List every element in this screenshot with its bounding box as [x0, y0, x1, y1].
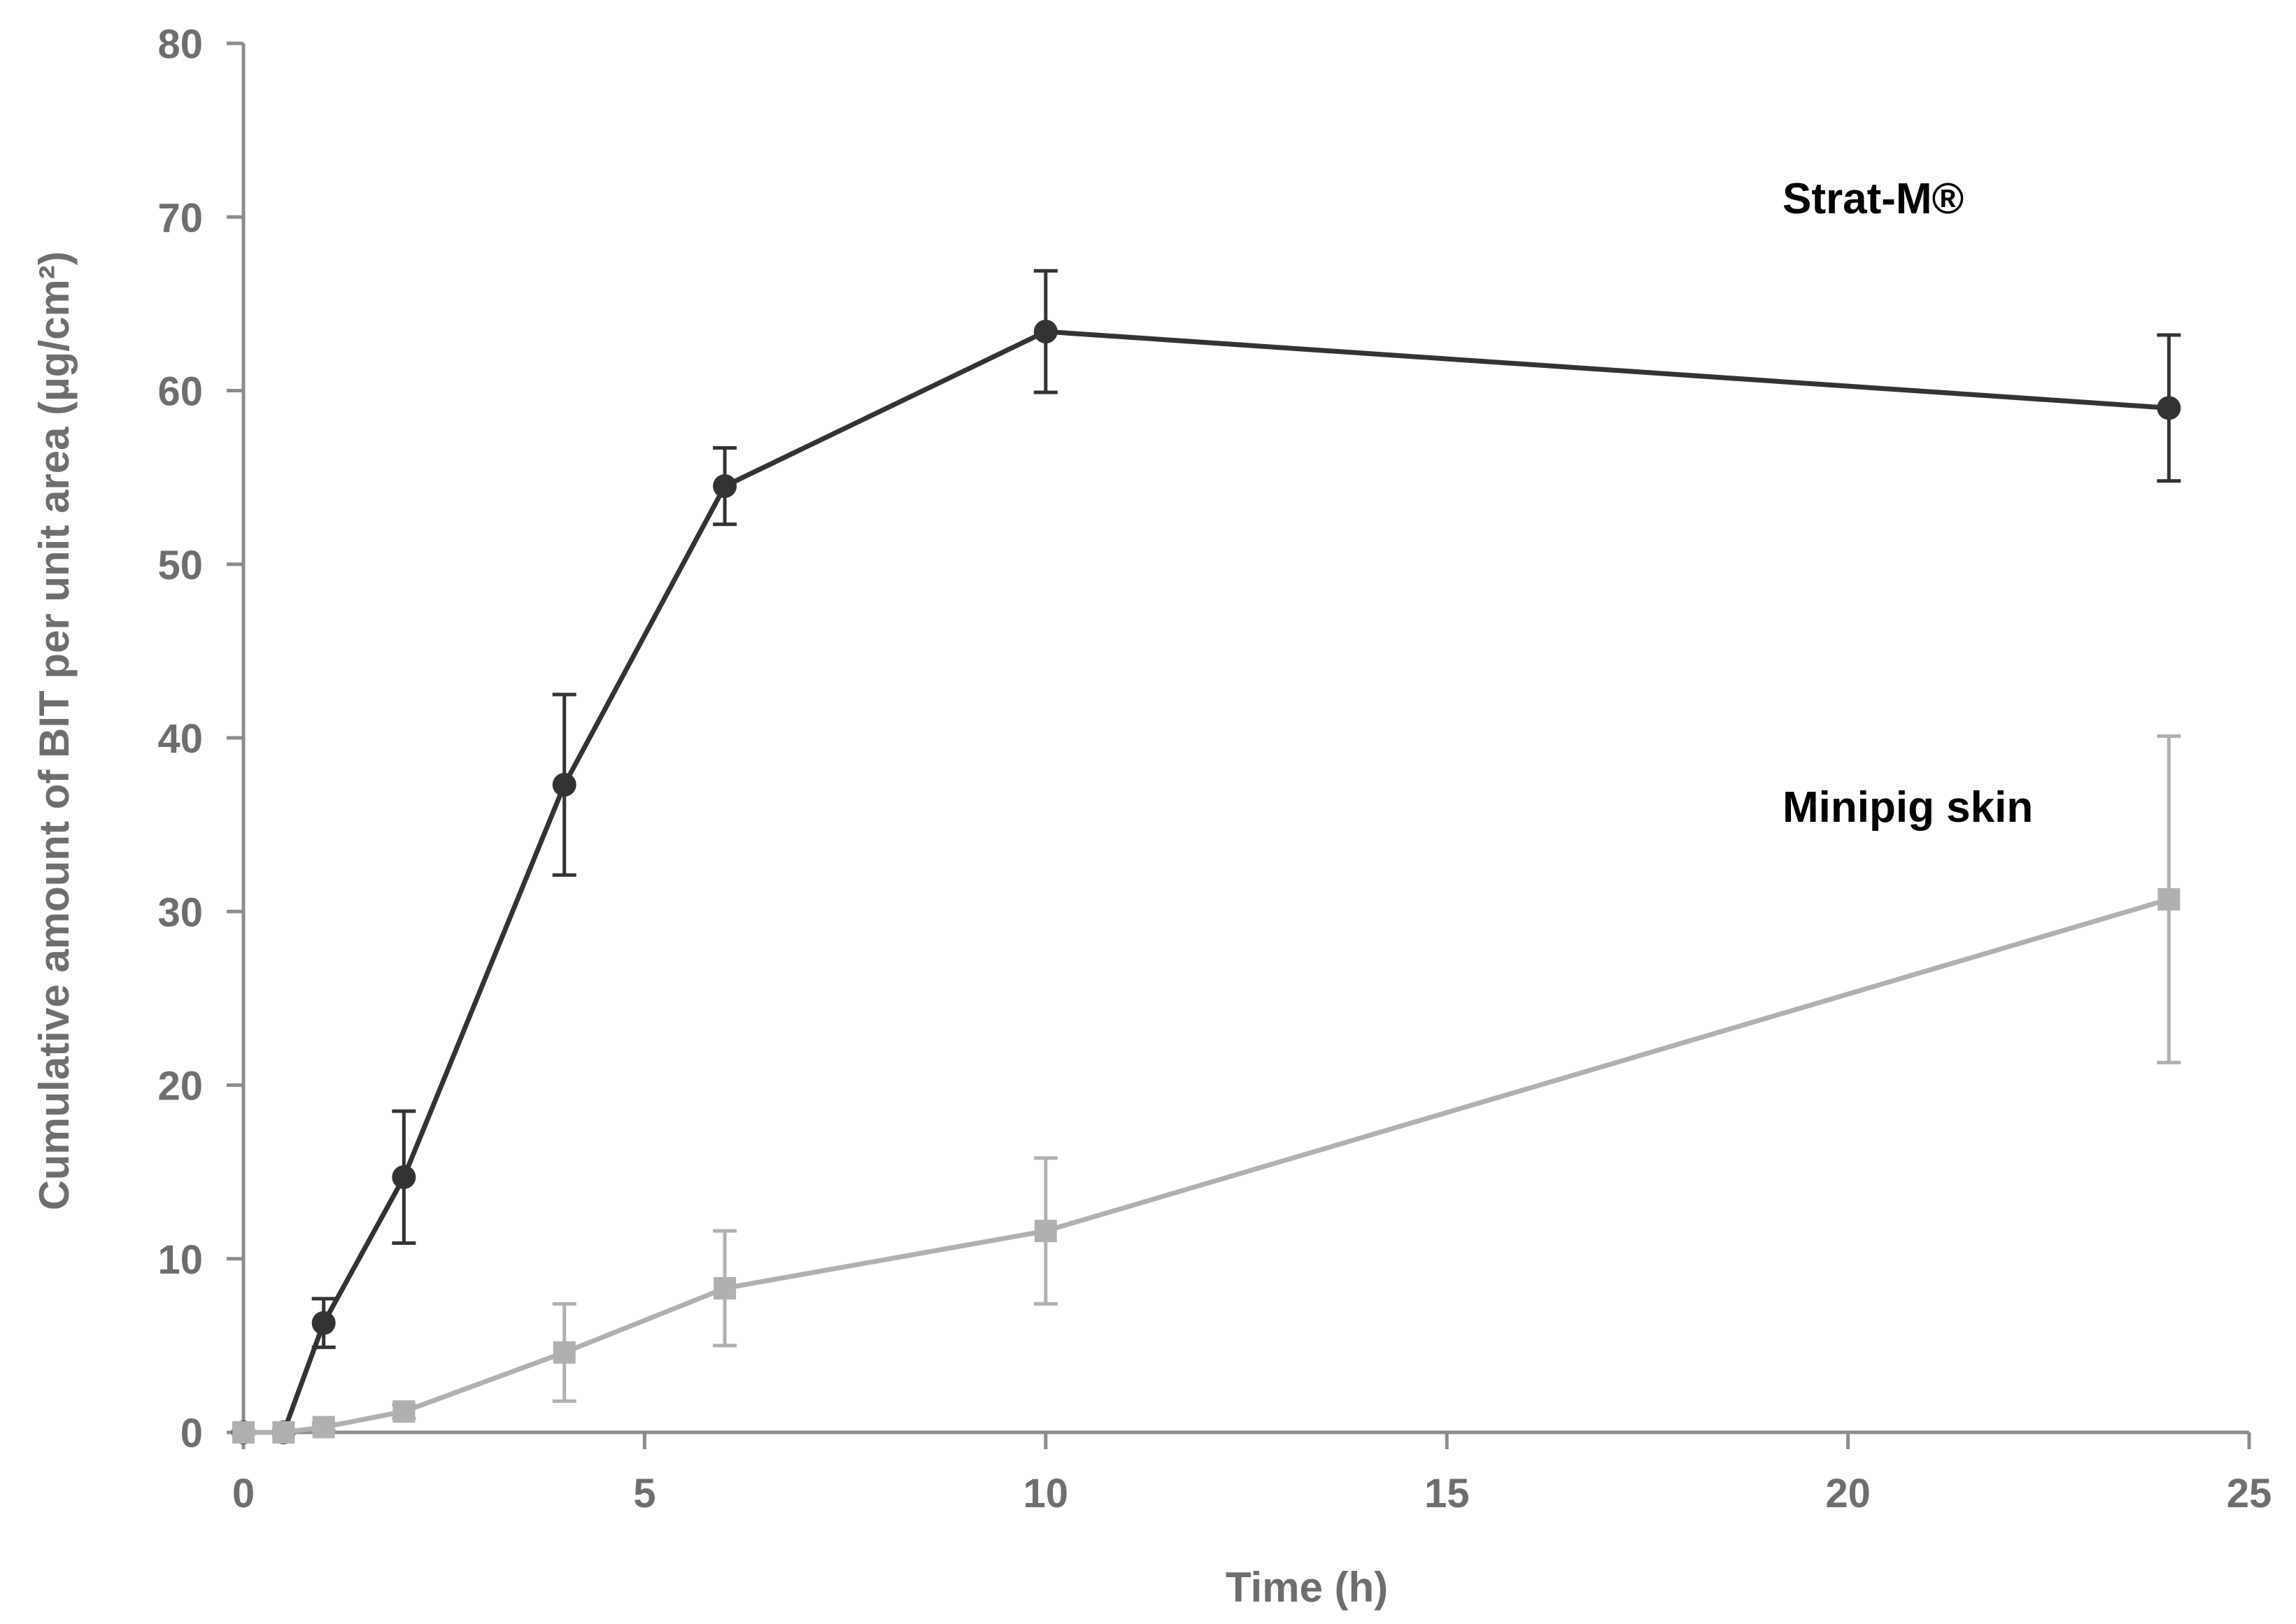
- series-label-minipig-skin: Minipig skin: [1783, 783, 2033, 832]
- x-tick-label: 10: [1023, 1471, 1069, 1516]
- y-tick-label: 30: [157, 890, 203, 935]
- y-axis-title: Cumulative amount of BIT per unit area (…: [31, 251, 78, 1210]
- data-point: [714, 1276, 737, 1299]
- y-tick-label: 10: [157, 1237, 203, 1283]
- y-tick-label: 50: [157, 543, 203, 588]
- data-point: [392, 1400, 416, 1423]
- data-point: [1034, 1220, 1057, 1243]
- series-label-strat-m: Strat-M®: [1783, 175, 1964, 223]
- series-minipig-skin: [232, 734, 2181, 1444]
- y-tick-label: 80: [157, 22, 203, 67]
- y-tick-label: 40: [157, 716, 203, 762]
- data-point: [232, 1421, 255, 1444]
- x-tick-label: 15: [1424, 1471, 1470, 1516]
- data-point: [312, 1416, 335, 1439]
- data-point: [713, 474, 737, 499]
- data-point: [311, 1311, 336, 1335]
- y-tick-label: 70: [157, 195, 203, 241]
- data-point: [552, 773, 576, 797]
- y-tick-label: 60: [157, 369, 203, 415]
- x-axis-title: Time (h): [1226, 1564, 1388, 1611]
- y-tick-label: 0: [180, 1411, 203, 1456]
- series-line: [243, 897, 2170, 1435]
- series-layer: [232, 269, 2181, 1444]
- x-tick-label: 25: [2227, 1471, 2272, 1516]
- data-point: [2157, 888, 2181, 911]
- data-point: [553, 1341, 576, 1364]
- data-point: [392, 1165, 416, 1190]
- x-tick-label: 0: [232, 1471, 255, 1516]
- data-point: [272, 1421, 295, 1444]
- data-point: [2157, 396, 2181, 420]
- series-line: [243, 329, 2169, 1435]
- data-point: [1033, 320, 1058, 344]
- x-tick-label: 20: [1825, 1471, 1871, 1516]
- series-strat-m: [232, 269, 2181, 1444]
- y-tick-label: 20: [157, 1064, 203, 1109]
- x-tick-label: 5: [633, 1471, 656, 1516]
- axes: 0 10 20 30 40 50 60 70 80 0 5 10 15 20 25: [157, 22, 2272, 1516]
